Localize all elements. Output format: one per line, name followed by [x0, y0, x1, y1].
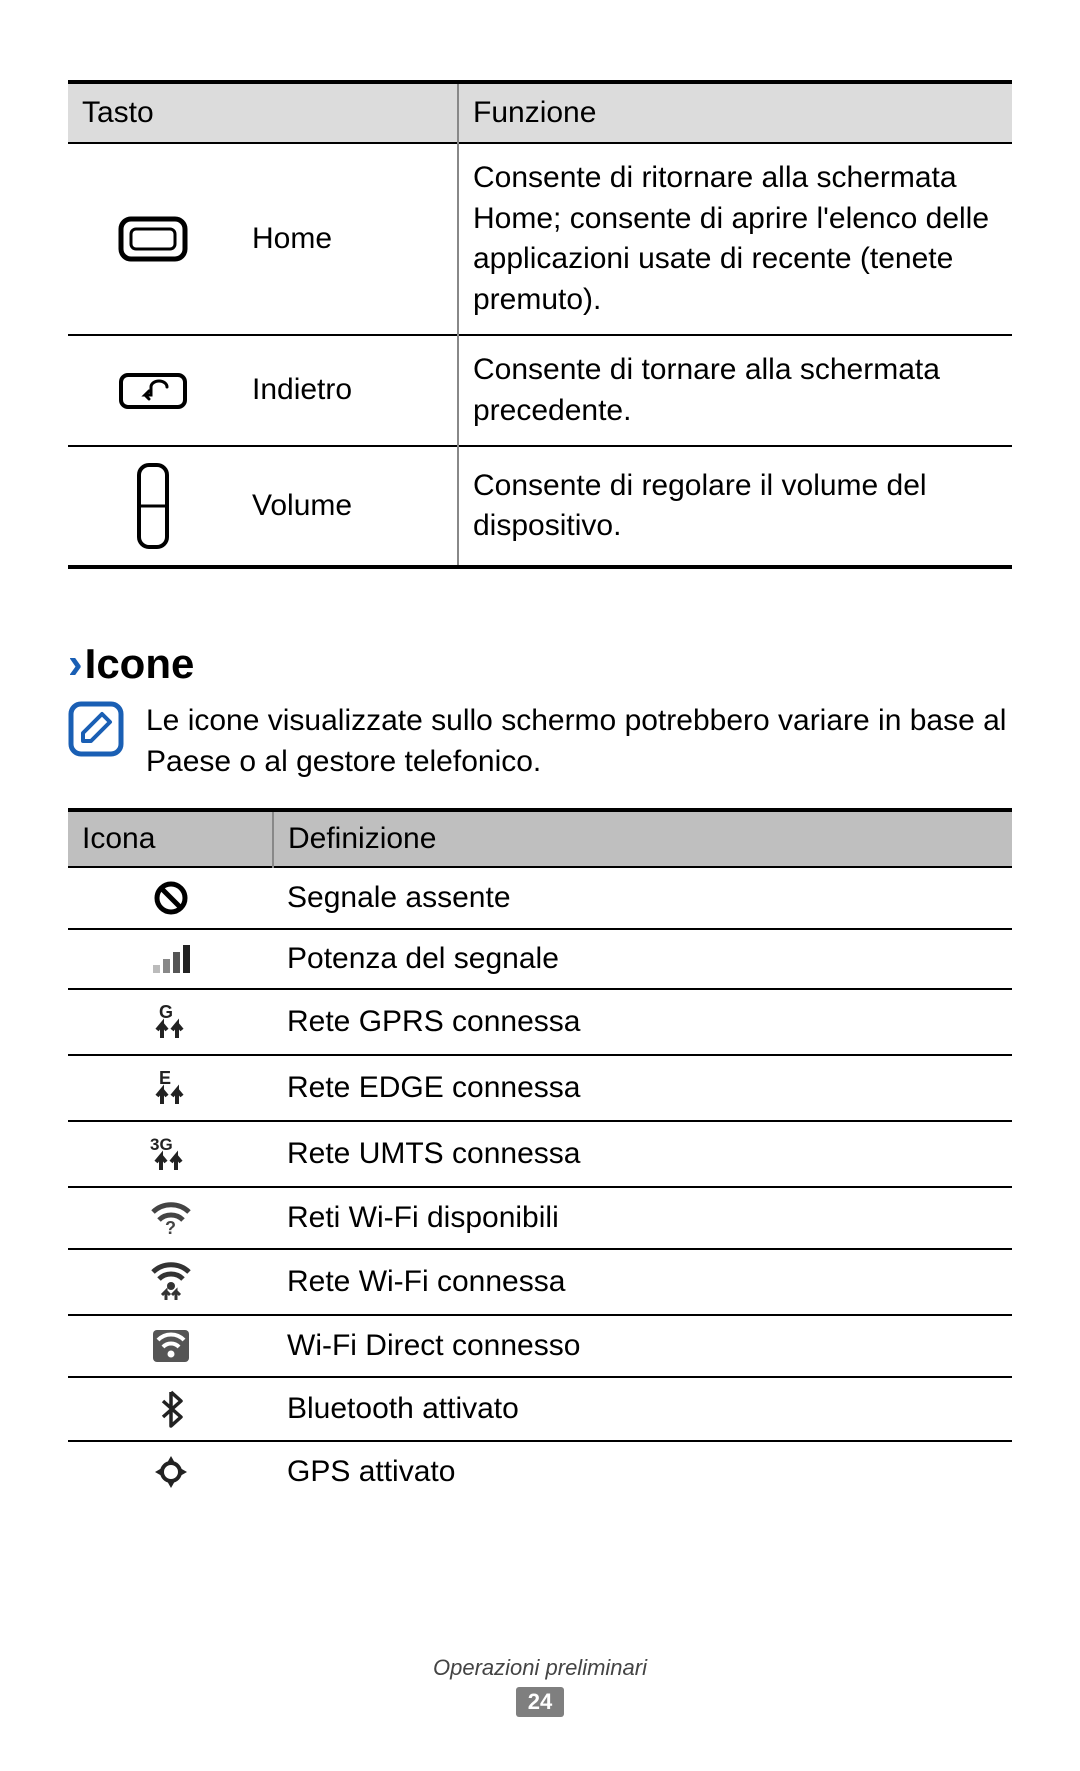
key-label: Indietro [238, 335, 458, 446]
table-row: 3G Rete UMTS connessa [68, 1121, 1012, 1187]
chevron-right-icon: › [68, 639, 83, 688]
back-key-icon [68, 335, 238, 446]
icon-definition: Reti Wi-Fi disponibili [273, 1187, 1012, 1249]
svg-text:E: E [159, 1068, 171, 1088]
table-row: ? Reti Wi-Fi disponibili [68, 1187, 1012, 1249]
note-text: Le icone visualizzate sullo schermo potr… [146, 701, 1012, 782]
svg-text:?: ? [165, 1218, 176, 1236]
icon-definition: Rete EDGE connessa [273, 1055, 1012, 1121]
key-label: Home [238, 143, 458, 335]
page-footer: Operazioni preliminari 24 [0, 1655, 1080, 1717]
no-signal-icon [68, 867, 273, 929]
icon-definition: Bluetooth attivato [273, 1377, 1012, 1441]
table-row: GPS attivato [68, 1441, 1012, 1502]
icon-definition: Rete UMTS connessa [273, 1121, 1012, 1187]
table-row: Home Consente di ritornare alla schermat… [68, 143, 1012, 335]
table-row: Volume Consente di regolare il volume de… [68, 446, 1012, 567]
table-row: Wi-Fi Direct connesso [68, 1315, 1012, 1377]
signal-strength-icon [68, 929, 273, 989]
gps-icon [68, 1441, 273, 1502]
icon-definition: Rete GPRS connessa [273, 989, 1012, 1055]
icon-definition: Potenza del segnale [273, 929, 1012, 989]
section-heading: ›Icone [68, 639, 1012, 689]
section-title-text: Icone [85, 640, 195, 687]
key-function: Consente di tornare alla schermata prece… [458, 335, 1012, 446]
icons-header-definizione: Definizione [273, 810, 1012, 867]
table-row: Rete Wi-Fi connessa [68, 1249, 1012, 1315]
table-row: E Rete EDGE connessa [68, 1055, 1012, 1121]
key-function: Consente di ritornare alla schermata Hom… [458, 143, 1012, 335]
icon-definition: Rete Wi-Fi connessa [273, 1249, 1012, 1315]
icon-definition: Segnale assente [273, 867, 1012, 929]
keys-header-tasto: Tasto [68, 82, 458, 143]
table-row: Indietro Consente di tornare alla scherm… [68, 335, 1012, 446]
wifi-direct-icon [68, 1315, 273, 1377]
home-key-icon [68, 143, 238, 335]
icons-section: ›Icone Le icone visualizzate sullo scher… [68, 639, 1012, 1502]
table-row: Segnale assente [68, 867, 1012, 929]
key-function: Consente di regolare il volume del dispo… [458, 446, 1012, 567]
table-row: G Rete GPRS connessa [68, 989, 1012, 1055]
icon-definition: Wi-Fi Direct connesso [273, 1315, 1012, 1377]
icons-table: Icona Definizione Segnale assente [68, 808, 1012, 1502]
key-label: Volume [238, 446, 458, 567]
svg-text:G: G [159, 1002, 173, 1022]
volume-key-icon [68, 446, 238, 567]
bluetooth-icon [68, 1377, 273, 1441]
umts-3g-icon: 3G [68, 1121, 273, 1187]
icon-definition: GPS attivato [273, 1441, 1012, 1502]
table-row: Potenza del segnale [68, 929, 1012, 989]
svg-text:3G: 3G [150, 1135, 173, 1154]
page-number-badge: 24 [516, 1687, 564, 1717]
wifi-available-icon: ? [68, 1187, 273, 1249]
table-row: Bluetooth attivato [68, 1377, 1012, 1441]
note-block: Le icone visualizzate sullo schermo potr… [68, 701, 1012, 782]
footer-section-name: Operazioni preliminari [0, 1655, 1080, 1681]
keys-table: Tasto Funzione Home Consente di ritornar… [68, 80, 1012, 569]
edge-icon: E [68, 1055, 273, 1121]
note-icon [68, 701, 124, 757]
keys-header-funzione: Funzione [458, 82, 1012, 143]
icons-header-icona: Icona [68, 810, 273, 867]
gprs-icon: G [68, 989, 273, 1055]
wifi-connected-icon [68, 1249, 273, 1315]
